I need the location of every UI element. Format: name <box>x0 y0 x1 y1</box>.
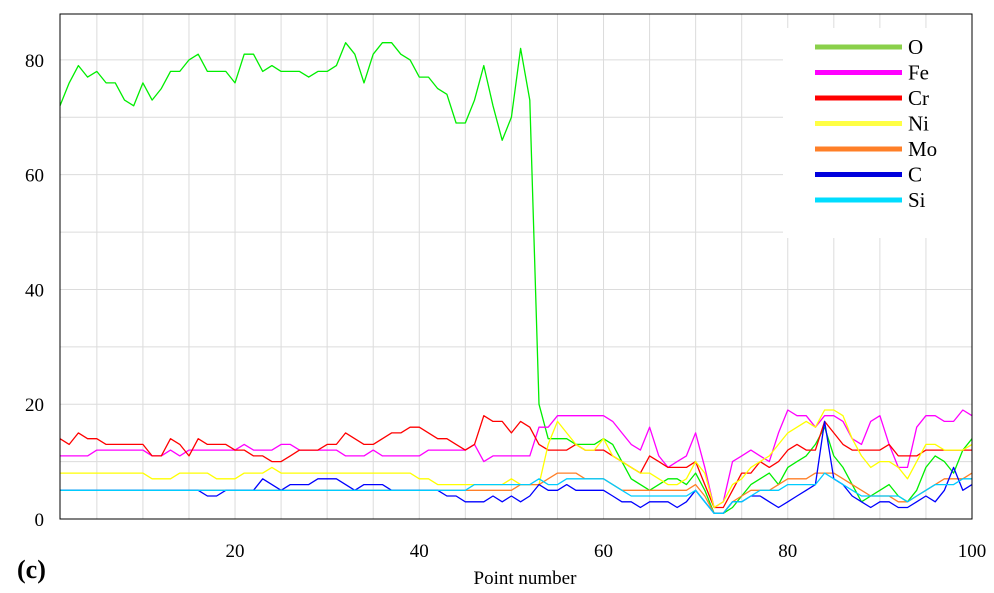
y-tick-label: 60 <box>25 166 44 187</box>
legend-label-cr: Cr <box>908 86 929 110</box>
x-tick-label: 80 <box>778 541 797 562</box>
series-lines <box>59 42 973 514</box>
y-tick-label: 20 <box>25 395 44 416</box>
y-tick-label: 0 <box>35 510 45 531</box>
series-line-c <box>60 420 973 514</box>
series-line-si <box>60 472 972 514</box>
legend-label-c: C <box>908 163 922 187</box>
legend-label-fe: Fe <box>908 61 929 85</box>
legend-label-mo: Mo <box>908 137 937 161</box>
legend-label-si: Si <box>908 188 926 212</box>
legend-background <box>783 28 972 238</box>
y-tick-label: 40 <box>25 280 44 301</box>
legend-label-o: O <box>908 35 923 59</box>
series-line-ni <box>60 409 973 509</box>
x-tick-label: 20 <box>226 541 245 562</box>
x-tick-label: 40 <box>410 541 429 562</box>
plot-frame <box>59 13 973 520</box>
y-tick-label: 80 <box>25 51 44 72</box>
x-axis-title: Point number <box>474 568 578 589</box>
x-tick-label: 100 <box>958 541 987 562</box>
panel-label: (c) <box>17 555 46 584</box>
series-line-fe <box>60 409 973 509</box>
legend-label-ni: Ni <box>908 112 929 136</box>
tick-labels: 0 20 40 60 80 20 40 60 80 100 <box>25 51 986 562</box>
x-tick-label: 60 <box>594 541 613 562</box>
series-line-cr <box>59 415 972 509</box>
